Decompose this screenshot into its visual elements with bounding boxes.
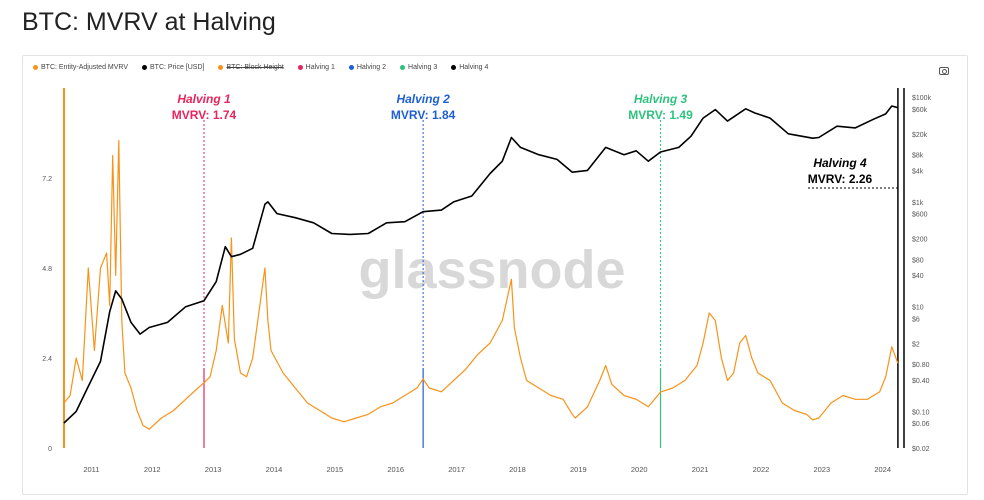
right-tick-label: $100k [912,95,932,102]
x-tick-label: 2017 [448,465,465,474]
x-tick-label: 2018 [509,465,526,474]
halving-mvrv: MVRV: 1.49 [628,108,693,122]
price-series-line [63,105,899,424]
x-tick-label: 2016 [387,465,404,474]
legend-item[interactable]: Halving 4 [451,64,488,71]
watermark: glassnode [358,240,625,300]
right-tick-label: $8k [912,153,924,160]
legend-item[interactable]: Halving 1 [297,64,335,71]
legend-item[interactable]: Halving 2 [348,64,387,71]
right-tick-label: $0.02 [912,446,930,453]
x-tick-label: 2014 [266,465,283,474]
legend-label: BTC: Price [USD] [150,64,205,71]
legend-label: BTC: Entity-Adjusted MVRV [41,64,129,71]
right-tick-label: $1k [912,200,924,207]
x-tick-label: 2022 [753,465,770,474]
legend-label: Halving 1 [305,64,335,71]
x-tick-label: 2020 [631,465,648,474]
halving-name: Halving 4 [813,156,867,170]
legend-item[interactable]: BTC: Entity-Adjusted MVRV [33,64,128,71]
right-tick-label: $200 [912,237,928,244]
legend-item[interactable]: BTC: Block Height [218,64,284,71]
right-tick-label: $600 [912,212,928,219]
legend-item[interactable]: BTC: Price [USD] [142,64,204,71]
legend-dot-icon [451,65,457,70]
right-tick-label: $4k [912,168,924,175]
halving-mvrv: MVRV: 2.26 [808,172,873,186]
halving-mvrv: MVRV: 1.84 [391,108,456,122]
legend-label: Halving 3 [408,64,438,71]
right-tick-label: $0.06 [912,421,930,428]
x-tick-label: 2011 [83,465,99,474]
right-tick-label: $80 [912,257,924,264]
legend-label: Halving 4 [459,64,489,71]
x-tick-label: 2024 [874,465,891,474]
left-tick-label: 4.8 [42,266,52,273]
halving-mvrv: MVRV: 1.74 [172,108,237,122]
legend-label: BTC: Block Height [226,64,284,71]
right-tick-label: $0.10 [912,409,930,416]
right-tick-label: $2 [912,341,920,348]
right-tick-label: $20k [912,132,928,139]
legend-dot-icon [297,65,303,70]
x-tick-label: 2012 [144,465,161,474]
mvrv-series-line [63,139,899,430]
right-tick-label: $0.40 [912,378,930,385]
halving-name: Halving 2 [396,92,450,106]
x-tick-label: 2019 [570,465,587,474]
legend: BTC: Entity-Adjusted MVRV BTC: Price [USD… [33,64,488,71]
x-tick-label: 2015 [327,465,344,474]
legend-dot-icon [348,65,354,70]
x-tick-label: 2013 [205,465,222,474]
right-tick-label: $60k [912,107,928,114]
legend-label: Halving 2 [356,64,387,71]
chart-title: BTC: MVRV at Halving [22,8,276,36]
x-tick-label: 2021 [692,465,709,474]
legend-dot-icon [400,65,406,70]
legend-dot-icon [33,65,38,70]
halving-name: Halving 1 [177,92,231,106]
right-tick-label: $10 [912,305,924,312]
left-tick-label: 2.4 [42,356,52,363]
right-tick-label: $6 [912,316,920,323]
chart-panel: BTC: Entity-Adjusted MVRV BTC: Price [USD… [22,55,968,495]
legend-dot-icon [142,65,148,70]
camera-icon[interactable] [939,67,949,75]
right-tick-label: $0.80 [912,362,930,369]
right-tick-label: $40 [912,273,924,280]
x-tick-label: 2023 [813,465,830,474]
halving-name: Halving 3 [634,92,688,106]
legend-item[interactable]: Halving 3 [400,64,437,71]
left-tick-label: 7.2 [42,176,52,183]
legend-dot-icon [218,65,224,70]
left-tick-label: 0 [48,446,52,453]
